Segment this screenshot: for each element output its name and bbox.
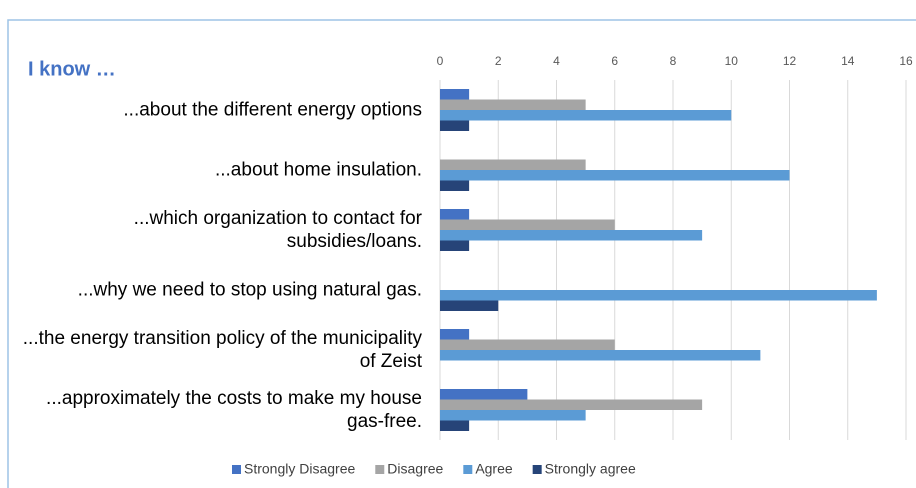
x-tick-label: 0 — [437, 54, 444, 68]
legend-label: Strongly Disagree — [244, 461, 355, 477]
legend-swatch — [532, 465, 542, 474]
category-label: ...approximately the costs to make my ho… — [46, 388, 422, 432]
legend-swatch — [463, 465, 473, 474]
bar — [440, 339, 615, 350]
bar — [440, 410, 586, 421]
frame — [7, 19, 916, 488]
bar — [440, 420, 470, 431]
bar — [440, 89, 470, 100]
bar — [440, 99, 586, 110]
bar — [440, 219, 615, 230]
bar — [440, 300, 499, 311]
bar — [440, 170, 790, 181]
bar — [440, 180, 470, 191]
legend-label: Agree — [475, 461, 513, 477]
bar — [440, 209, 470, 220]
bar — [440, 230, 703, 241]
x-tick-label: 4 — [553, 54, 560, 68]
x-tick-label: 8 — [670, 54, 677, 68]
bar — [440, 399, 703, 410]
legend-swatch — [375, 465, 385, 474]
legend-label: Strongly agree — [545, 461, 636, 477]
category-label: ...about the different energy options — [123, 99, 422, 121]
bar — [440, 110, 732, 121]
bar — [440, 120, 470, 131]
x-tick-label: 16 — [899, 54, 913, 68]
category-label: ...why we need to stop using natural gas… — [77, 279, 422, 301]
bar — [440, 159, 586, 170]
legend-swatch — [232, 465, 241, 474]
category-label: ...which organization to contact for sub… — [133, 208, 422, 252]
category-label: ...the energy transition policy of the m… — [22, 328, 422, 372]
x-tick-label: 2 — [495, 54, 502, 68]
x-tick-label: 12 — [783, 54, 797, 68]
bar — [440, 240, 470, 251]
legend-label: Disagree — [387, 461, 443, 477]
bar — [440, 389, 528, 400]
x-tick-label: 10 — [725, 54, 739, 68]
category-label: ...about home insulation. — [214, 159, 422, 181]
bar — [440, 290, 877, 301]
x-tick-label: 6 — [611, 54, 618, 68]
bar — [440, 350, 761, 361]
chart-title: I know … — [28, 58, 116, 80]
bar — [440, 329, 470, 340]
x-tick-label: 14 — [841, 54, 855, 68]
